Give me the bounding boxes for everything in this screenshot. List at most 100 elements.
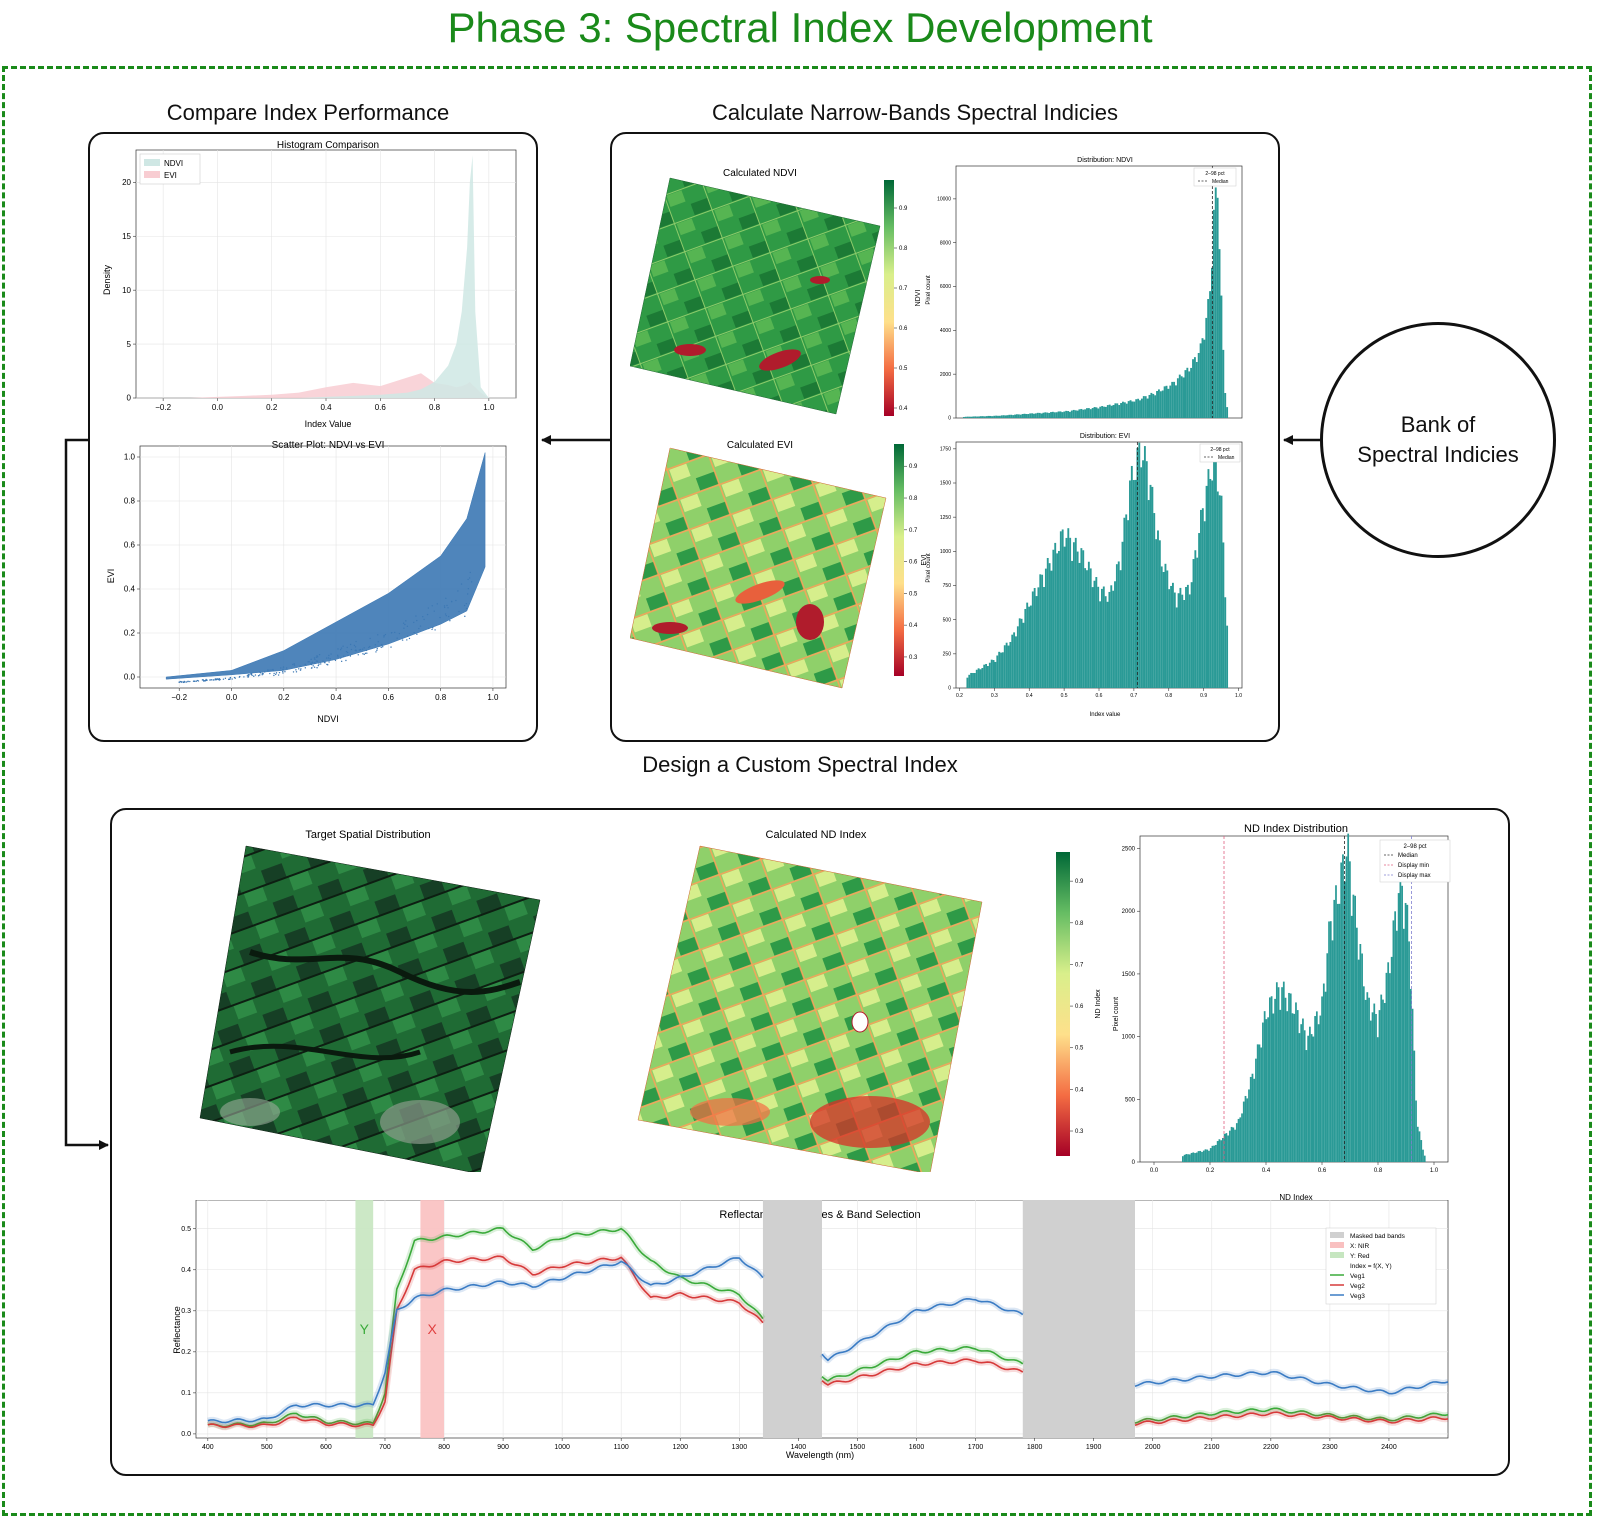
scatter-ylabel: EVI xyxy=(106,569,116,584)
hist-bar xyxy=(1361,953,1363,1162)
hist-bar xyxy=(962,416,965,418)
ndvi-dist-title: Distribution: NDVI xyxy=(1077,157,1133,164)
hist-bar xyxy=(1394,911,1397,1162)
hist-bar xyxy=(1201,508,1204,688)
sc-xtick-label: 0.8 xyxy=(435,693,447,702)
sc-ytick-label: 1.0 xyxy=(124,453,136,462)
scatter-point xyxy=(404,623,406,626)
hist-bar xyxy=(1275,982,1278,1162)
hist-bar xyxy=(1033,587,1036,688)
sc-xtick-label: 0.6 xyxy=(383,693,395,702)
cbar-tick-label: 0.8 xyxy=(909,496,918,502)
scatter-point xyxy=(293,663,295,665)
hist-bar xyxy=(1265,1019,1268,1162)
scatter-point xyxy=(231,678,233,680)
hc-xtick-label: 1.0 xyxy=(483,403,495,412)
scatter-point xyxy=(339,648,342,651)
legend-label-index: Index = f(X, Y) xyxy=(1350,1263,1392,1270)
hist-bar xyxy=(1188,371,1191,418)
hist-bar xyxy=(1125,514,1128,688)
scatter-point xyxy=(346,646,348,649)
hist-bar xyxy=(1025,414,1028,418)
nd-dist-title: ND Index Distribution xyxy=(1244,823,1348,835)
hist-bar xyxy=(987,666,989,688)
scatter-point xyxy=(323,661,326,663)
hist-bar xyxy=(1078,409,1081,418)
scatter-point xyxy=(192,680,195,682)
hist-bar xyxy=(1006,415,1009,418)
hist-bar xyxy=(1054,542,1057,688)
hist-bar xyxy=(1116,403,1119,418)
scatter-point xyxy=(375,651,377,653)
scatter-point xyxy=(463,604,466,607)
scatter-point xyxy=(304,663,306,666)
nd1-g-ytick-label: 8000 xyxy=(940,240,951,246)
hist-bar xyxy=(1340,862,1343,1162)
scatter-point xyxy=(310,658,312,661)
hist-bar xyxy=(1193,357,1196,418)
hist-bar xyxy=(1120,403,1123,418)
scatter-point xyxy=(253,675,255,677)
hist-bar xyxy=(1144,396,1147,418)
hist-bar xyxy=(1163,386,1166,418)
sc-ytick-label: 0.4 xyxy=(124,585,136,594)
hc-xtick-label: 0.2 xyxy=(266,403,278,412)
hist-bar xyxy=(1000,652,1002,688)
hist-bar xyxy=(1082,409,1085,418)
hist-bar xyxy=(1371,1012,1374,1162)
scatter-point xyxy=(427,607,430,609)
scatter-point xyxy=(413,621,415,624)
scatter-point xyxy=(377,634,379,636)
hist-bar xyxy=(1118,405,1121,418)
rf-xtick-label: 2000 xyxy=(1145,1444,1161,1451)
scatter-point xyxy=(275,672,278,674)
arrow-compare-to-design xyxy=(64,438,109,1150)
sc-ytick-label: 0.6 xyxy=(124,541,136,550)
hist-bar xyxy=(1186,584,1189,688)
hist-bar xyxy=(1288,992,1290,1162)
legend-swatch-y xyxy=(1330,1252,1344,1258)
nd1-g-ytick-label: 10000 xyxy=(937,197,951,203)
scatter-point xyxy=(317,664,320,667)
scatter-point xyxy=(325,657,328,659)
hist-bar xyxy=(1138,442,1141,688)
scatter-point xyxy=(281,670,284,673)
hist-bar xyxy=(1321,996,1323,1162)
scatter-point xyxy=(422,616,424,618)
hist-bar xyxy=(1137,398,1140,418)
scatter-point xyxy=(381,643,383,646)
scatter-point xyxy=(428,627,430,630)
scatter-point xyxy=(292,663,294,666)
scatter-point xyxy=(299,665,301,667)
hist-bar xyxy=(1209,478,1212,688)
hist-bar xyxy=(1112,590,1115,688)
hist-bar xyxy=(1418,1131,1421,1162)
hist-bar xyxy=(1071,560,1073,688)
scatter-point xyxy=(196,679,199,682)
scatter-point xyxy=(359,648,362,651)
cbar-tick-label: 0.8 xyxy=(1075,921,1084,927)
scatter-point xyxy=(187,680,189,683)
hist-bar xyxy=(1239,1117,1242,1162)
nd2-g-xtick-label: 0.9 xyxy=(1200,693,1207,699)
rf-ytick-label: 0.5 xyxy=(181,1226,191,1233)
scatter-point xyxy=(416,619,418,622)
evi-map-title: Calculated EVI xyxy=(727,440,793,451)
scatter-point xyxy=(316,667,318,669)
scatter-point xyxy=(310,662,312,665)
hist-bar xyxy=(1326,953,1329,1162)
scatter-point xyxy=(315,660,318,662)
hist-compare-ylabel: Density xyxy=(102,264,112,295)
scatter-point xyxy=(350,648,353,651)
hist-bar xyxy=(1097,586,1100,688)
scatter-point xyxy=(278,671,281,674)
hist-bar xyxy=(1279,1009,1282,1162)
hist-bar xyxy=(1192,1152,1195,1162)
hist-bar xyxy=(1213,1145,1216,1162)
nd3-g-ytick-label: 2500 xyxy=(1122,847,1136,853)
hist-bar xyxy=(1058,550,1060,688)
scatter-point xyxy=(193,680,196,682)
hist-bar xyxy=(1005,642,1008,688)
hist-bar xyxy=(1061,529,1064,688)
hist-bar xyxy=(1350,915,1353,1162)
